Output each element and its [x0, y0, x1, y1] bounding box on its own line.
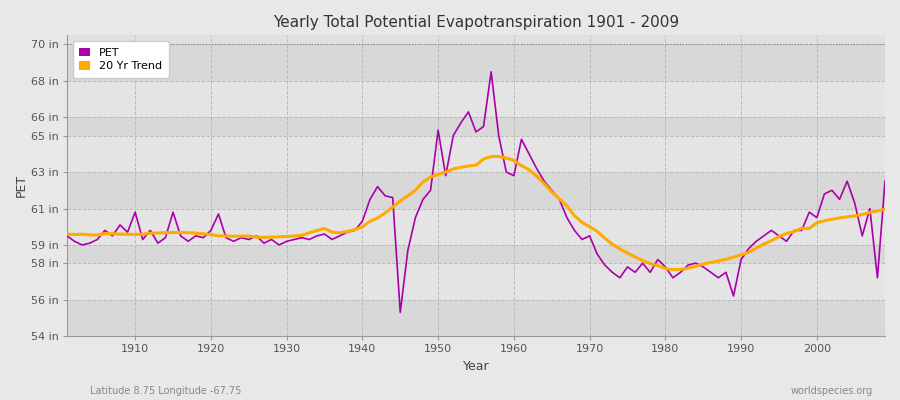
Bar	[67, 300, 885, 336]
Y-axis label: PET: PET	[15, 174, 28, 197]
Text: Latitude 8.75 Longitude -67.75: Latitude 8.75 Longitude -67.75	[90, 386, 241, 396]
Bar	[67, 136, 885, 172]
Title: Yearly Total Potential Evapotranspiration 1901 - 2009: Yearly Total Potential Evapotranspiratio…	[273, 15, 680, 30]
Bar	[67, 172, 885, 208]
Bar	[67, 117, 885, 136]
Text: worldspecies.org: worldspecies.org	[791, 386, 873, 396]
Bar	[67, 81, 885, 117]
Bar	[67, 245, 885, 263]
Bar	[67, 44, 885, 81]
Bar	[67, 208, 885, 245]
Legend: PET, 20 Yr Trend: PET, 20 Yr Trend	[73, 41, 169, 78]
X-axis label: Year: Year	[463, 360, 490, 373]
Bar	[67, 263, 885, 300]
